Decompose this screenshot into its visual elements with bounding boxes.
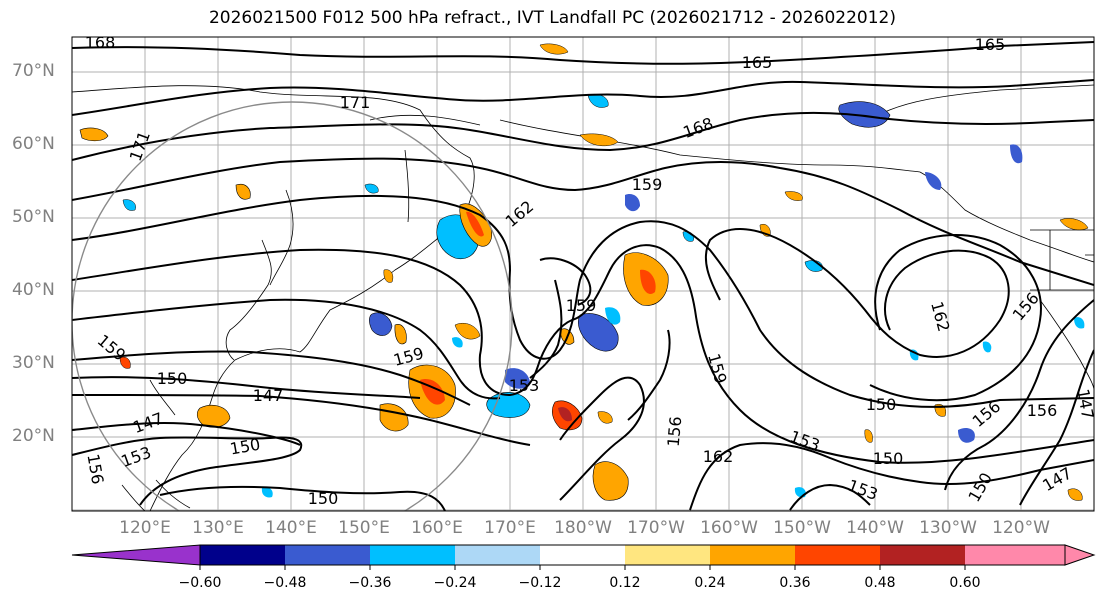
map-title: 2026021500 F012 500 hPa refract., IVT La… <box>208 8 896 28</box>
lat-label: 20°N <box>12 426 55 446</box>
contour-label: 156 <box>664 415 686 447</box>
colorbar-segment <box>455 545 540 565</box>
lon-label: 170°E <box>484 518 536 538</box>
contour-label: 156 <box>1027 401 1058 420</box>
contour-label: 171 <box>340 93 371 112</box>
lon-label: 140°E <box>265 518 317 538</box>
lon-label: 140°W <box>846 518 904 538</box>
colorbar-tick-label: 0.60 <box>949 575 981 591</box>
contour-label: 147 <box>253 386 284 405</box>
lon-label: 160°W <box>700 518 758 538</box>
contour-label: 150 <box>308 489 339 508</box>
landfall-circle <box>72 101 513 511</box>
colorbar-segment <box>625 545 710 565</box>
height-contours <box>72 41 1094 511</box>
colorbar-tick-label: −0.12 <box>518 575 562 591</box>
colorbar-tick-label: 0.48 <box>864 575 896 591</box>
lon-label: 160°E <box>411 518 463 538</box>
contour-label: 150 <box>866 395 897 414</box>
lon-label: 120°E <box>119 518 171 538</box>
colorbar-segment <box>540 545 625 565</box>
colorbar-segment <box>710 545 795 565</box>
lon-label: 150°E <box>338 518 390 538</box>
colorbar-tick-label: −0.48 <box>263 575 307 591</box>
colorbar-tick-label: 0.24 <box>694 575 726 591</box>
colorbar-segment <box>795 545 880 565</box>
coastlines <box>72 84 1094 511</box>
contour-label: 150 <box>157 369 188 388</box>
lon-label: 150°W <box>773 518 831 538</box>
colorbar-tick-label: −0.36 <box>348 575 392 591</box>
colorbar-tick-label: −0.24 <box>433 575 477 591</box>
positive-shading <box>79 43 1089 501</box>
colorbar-segment <box>965 545 1065 565</box>
colorbar-segment <box>880 545 965 565</box>
contour-label: 165 <box>742 53 773 72</box>
map-gridlines <box>72 37 1094 511</box>
lat-label: 40°N <box>12 280 55 300</box>
contour-label: 165 <box>975 35 1006 54</box>
lon-label: 180°W <box>554 518 612 538</box>
lon-label: 130°W <box>919 518 977 538</box>
contour-label: 168 <box>85 33 116 52</box>
colorbar-tick-label: 0.12 <box>609 575 641 591</box>
contour-label: 162 <box>703 447 734 466</box>
colorbar-segment <box>285 545 370 565</box>
map-frame <box>71 36 1095 512</box>
colorbar-segment <box>71 544 201 566</box>
contour-label: 147 <box>1073 387 1097 420</box>
lon-label: 120°W <box>992 518 1050 538</box>
lon-label: 130°E <box>192 518 244 538</box>
contour-label: 159 <box>632 175 663 194</box>
lat-label: 30°N <box>12 353 55 373</box>
map-plot-area: 168 165 165 171 171 168 159 162 159 159 … <box>72 33 1097 511</box>
colorbar-segment <box>200 545 285 565</box>
colorbar <box>71 544 1096 570</box>
lat-label: 60°N <box>12 134 55 154</box>
colorbar-segment <box>1064 544 1096 566</box>
lon-label: 170°W <box>627 518 685 538</box>
colorbar-tick-label: 0.36 <box>779 575 811 591</box>
lat-label: 50°N <box>12 207 55 227</box>
contour-label: 150 <box>873 449 904 468</box>
colorbar-tick-label: −0.60 <box>178 575 222 591</box>
colorbar-segment <box>370 545 455 565</box>
contour-label: 153 <box>509 376 540 395</box>
lat-label: 70°N <box>12 61 55 81</box>
contour-label: 159 <box>566 296 597 315</box>
